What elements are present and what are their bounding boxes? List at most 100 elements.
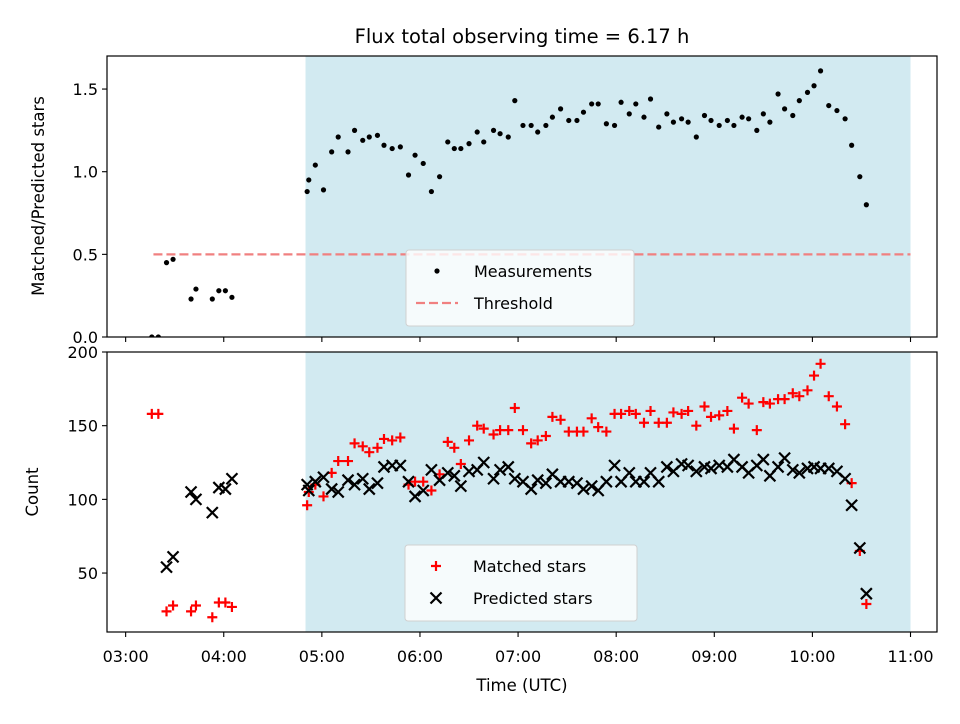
measurements-point [170,256,176,262]
matched-stars-point [318,491,329,502]
measurements-point [320,187,327,193]
predicted-stars-point [371,476,384,490]
plot-frame [106,55,938,338]
predicted-stars-point [219,482,232,496]
measurements-point [760,111,766,117]
predicted-stars-point [408,490,422,503]
predicted-stars-point [402,475,415,488]
y-tick-label: 100 [67,490,98,509]
matched-stars-point [815,358,826,369]
measurements-point [549,114,556,120]
matched-stars-point [743,398,754,409]
predicted-stars-point [652,475,665,488]
predicted-stars-point [416,484,430,497]
predicted-stars-point [690,465,703,478]
predicted-stars-point [325,482,338,496]
matched-stars-point [779,394,790,405]
measurements-point [306,177,312,183]
predicted-stars-point [585,479,598,493]
legend-label: Matched stars [473,557,586,576]
measurements-point [497,131,503,137]
matched-stars-point [555,414,566,425]
measurements-point [329,149,335,155]
matched-stars-point [387,435,398,446]
matched-stars-point [691,420,702,431]
matched-stars-point [153,408,164,419]
measurements-point [458,145,464,152]
legend-swatch [429,591,443,605]
measurements-point [428,188,435,195]
matched-stars-point [226,601,237,612]
legend-label: Measurements [474,262,592,281]
matched-stars-point [616,408,627,419]
matched-stars-point [683,405,694,416]
x-axis-label: Time (UTC) [475,676,567,695]
measurements-point [335,134,341,140]
top-y-axis-label: Matched/Predicted stars [29,96,48,296]
measurements-point [834,107,840,114]
predicted-stars-point [348,478,361,491]
measurements-point [817,68,824,74]
predicted-stars-point [341,473,355,487]
x-tick-label: 11:00 [887,647,933,666]
predicted-stars-point [454,479,468,493]
measurements-point [505,134,511,140]
x-tick-label: 08:00 [593,647,639,666]
matched-stars-point [751,425,762,436]
y-tick-label: 50 [78,564,98,583]
predicted-stars-point [757,453,770,466]
matched-stars-point [478,423,489,434]
measurements-point [589,101,595,107]
measurements-point [222,288,228,294]
predicted-stars-point [317,470,330,484]
predicted-stars-point [189,493,203,506]
y-tick-label: 1.5 [73,80,98,99]
measurements-point [490,127,497,133]
matched-stars-point [661,417,672,428]
measurements-point [351,127,358,133]
measurements-point [557,106,564,112]
predicted-stars-point [860,587,873,600]
predicted-stars-point [838,472,852,486]
measurements-point [826,102,832,109]
measurements-point [474,129,480,135]
matched-stars-point [593,422,604,433]
matched-stars-point [809,370,820,381]
measurements-point [664,111,670,117]
legend-swatch [431,561,441,571]
measurements-point [481,139,487,145]
measurements-point [512,98,518,104]
measurements-point [724,117,730,124]
measurements-point [811,83,817,89]
matched-stars-point [645,405,656,416]
predicted-stars-point [622,466,636,480]
matched-stars-point [586,413,597,424]
matched-stars-point [706,411,717,422]
series-group [149,68,869,337]
matched-stars-point [472,420,483,431]
matched-stars-point [699,401,710,412]
measurements-point [566,117,572,124]
matched-stars-point [464,435,475,446]
measurements-point [381,142,387,148]
matched-stars-point [517,425,528,436]
measurements-point [304,188,310,195]
measurements-point [754,127,760,133]
count-panel: 50 100 150 200 03:00 04:00 05:00 06:00 07:00 08:0… [67,343,938,666]
matched-stars-point [503,425,514,436]
measurements-point [849,142,855,148]
measurements-point [804,89,811,95]
matched-stars-point [722,405,733,416]
matched-stars-point [168,600,179,611]
y-tick-label: 1.0 [73,163,98,182]
predicted-stars-point [853,541,867,555]
measurements-point [520,122,526,129]
matched-stars-point [758,397,769,408]
measurements-point [796,98,802,104]
x-tick-label: 09:00 [691,647,737,666]
matched-stars-point [449,442,460,453]
matched-stars-point [418,476,429,487]
matched-stars-point [737,392,748,403]
matched-stars-point [190,600,201,611]
